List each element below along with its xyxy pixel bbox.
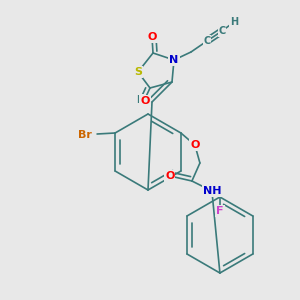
Text: O: O	[140, 96, 150, 106]
Text: O: O	[147, 32, 157, 42]
Text: S: S	[134, 67, 142, 77]
Text: H: H	[230, 17, 238, 27]
Text: Br: Br	[78, 130, 92, 140]
Text: NH: NH	[203, 186, 221, 196]
Text: O: O	[190, 140, 200, 150]
Text: N: N	[169, 55, 178, 65]
Text: H: H	[136, 95, 144, 105]
Text: C: C	[218, 26, 226, 36]
Text: F: F	[216, 206, 224, 216]
Text: O: O	[165, 171, 175, 181]
Text: C: C	[203, 36, 211, 46]
